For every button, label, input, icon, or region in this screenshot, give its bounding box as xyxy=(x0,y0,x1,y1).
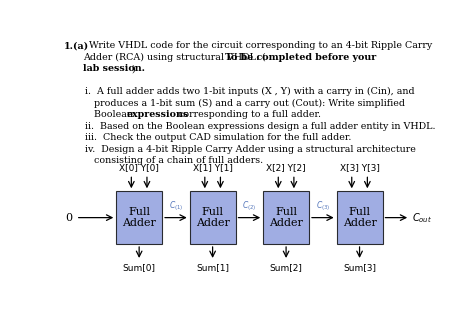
FancyBboxPatch shape xyxy=(337,191,383,244)
Text: X[3] Y[3]: X[3] Y[3] xyxy=(340,163,380,172)
Text: Sum[2]: Sum[2] xyxy=(270,263,302,272)
Text: iv.  Design a 4-bit Ripple Carry Adder using a structural architecture: iv. Design a 4-bit Ripple Carry Adder us… xyxy=(85,145,416,154)
Text: To be completed before your: To be completed before your xyxy=(225,53,376,61)
Text: Write VHDL code for the circuit corresponding to an 4-bit Ripple Carry: Write VHDL code for the circuit correspo… xyxy=(83,41,432,50)
Text: Full
Adder: Full Adder xyxy=(196,207,229,228)
Text: consisting of a chain of full adders.: consisting of a chain of full adders. xyxy=(94,156,263,165)
FancyBboxPatch shape xyxy=(190,191,236,244)
Text: Sum[1]: Sum[1] xyxy=(196,263,229,272)
Text: Full
Adder: Full Adder xyxy=(122,207,156,228)
Text: Full
Adder: Full Adder xyxy=(269,207,303,228)
FancyBboxPatch shape xyxy=(116,191,162,244)
Text: 0: 0 xyxy=(65,212,72,223)
Text: 1.(a): 1.(a) xyxy=(64,41,89,50)
Text: produces a 1-bit sum (S) and a carry out (Cout): Write simplified: produces a 1-bit sum (S) and a carry out… xyxy=(94,99,405,108)
Text: Adder (RCA) using structural VHDL. (: Adder (RCA) using structural VHDL. ( xyxy=(83,53,266,62)
Text: Full
Adder: Full Adder xyxy=(343,207,376,228)
Text: X[1] Y[1]: X[1] Y[1] xyxy=(193,163,233,172)
Text: ): ) xyxy=(131,64,135,73)
Text: iii.  Check the output CAD simulation for the full adder.: iii. Check the output CAD simulation for… xyxy=(85,133,351,142)
Text: ii.  Based on the Boolean expressions design a full adder entity in VHDL.: ii. Based on the Boolean expressions des… xyxy=(85,122,436,131)
Text: lab session.: lab session. xyxy=(83,64,145,73)
FancyBboxPatch shape xyxy=(263,191,309,244)
Text: expressions: expressions xyxy=(127,110,189,119)
Text: $C_{(1)}$: $C_{(1)}$ xyxy=(169,199,183,213)
Text: $C_{(2)}$: $C_{(2)}$ xyxy=(242,199,256,213)
Text: Sum[0]: Sum[0] xyxy=(123,263,155,272)
Text: corresponding to a full adder.: corresponding to a full adder. xyxy=(175,110,321,119)
Text: X[0] Y[0]: X[0] Y[0] xyxy=(119,163,159,172)
Text: Boolean: Boolean xyxy=(94,110,136,119)
Text: X[2] Y[2]: X[2] Y[2] xyxy=(266,163,306,172)
Text: $C_{out}$: $C_{out}$ xyxy=(412,211,432,225)
Text: i.  A full adder adds two 1-bit inputs (X , Y) with a carry in (Cin), and: i. A full adder adds two 1-bit inputs (X… xyxy=(85,87,415,96)
Text: Sum[3]: Sum[3] xyxy=(343,263,376,272)
Text: $C_{(3)}$: $C_{(3)}$ xyxy=(316,199,330,213)
